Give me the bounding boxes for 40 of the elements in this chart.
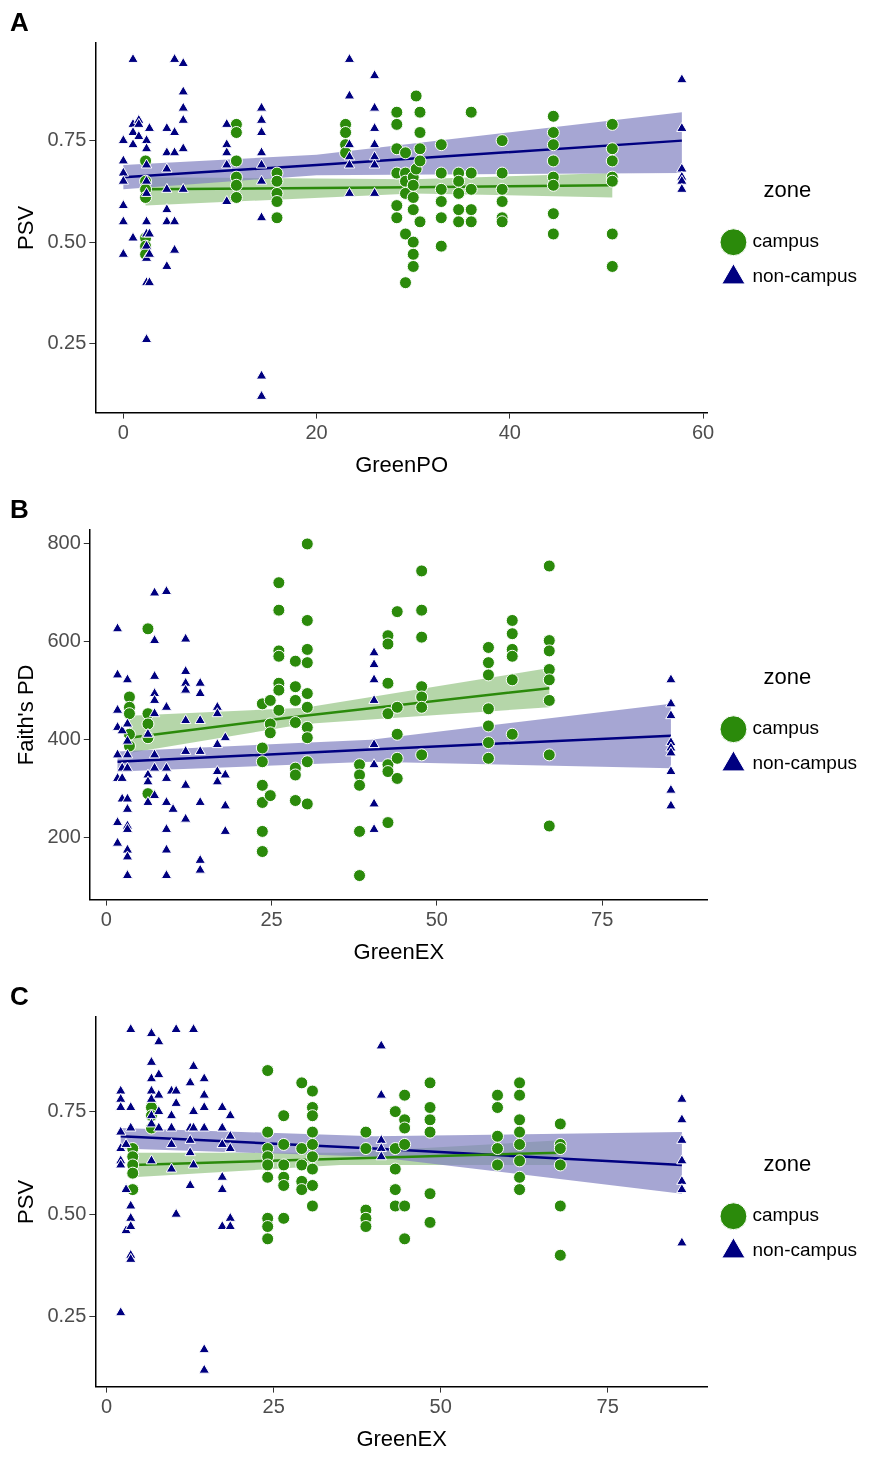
x-tick-label: 20 (305, 421, 328, 444)
x-tick-label: 75 (591, 908, 614, 931)
legend-title: zone (763, 1151, 812, 1177)
y-tick-label: 200 (47, 825, 81, 848)
x-tick-label: 40 (498, 421, 521, 444)
x-tick-label: 0 (117, 421, 129, 444)
y-tick-label: 0.25 (47, 331, 87, 354)
y-tick-label: 0.50 (47, 229, 87, 252)
y-tick-label: 0.75 (47, 128, 87, 151)
chart-title: C (10, 980, 29, 1011)
chart-title: B (10, 493, 29, 524)
y-tick-label: 800 (47, 530, 81, 553)
y-axis-title: PSV (13, 205, 39, 250)
x-tick-label: 0 (101, 1395, 113, 1418)
x-axis-title: GreenEX (356, 1425, 448, 1451)
x-tick-label: 25 (262, 1395, 285, 1418)
legend-label: non-campus (752, 752, 858, 774)
legend-label: campus (752, 1204, 819, 1226)
y-axis-title: Faith's PD (13, 664, 39, 766)
y-tick-label: 0.25 (47, 1304, 87, 1327)
legend-label: non-campus (752, 1239, 858, 1261)
chart-title: A (10, 6, 29, 37)
legend-title: zone (763, 177, 812, 203)
y-tick-label: 0.50 (47, 1201, 87, 1224)
x-axis-title: GreenPO (355, 451, 449, 477)
x-tick-label: 75 (596, 1395, 619, 1418)
x-tick-label: 60 (691, 421, 715, 444)
y-tick-label: 600 (47, 629, 81, 652)
x-tick-label: 0 (100, 908, 112, 931)
x-tick-label: 50 (425, 908, 448, 931)
legend-title: zone (763, 664, 812, 690)
y-axis-title: PSV (13, 1179, 39, 1224)
y-tick-label: 400 (47, 727, 81, 750)
legend-label: campus (752, 230, 819, 252)
y-tick-label: 0.75 (47, 1099, 87, 1122)
x-tick-label: 50 (429, 1395, 452, 1418)
legend-label: campus (752, 717, 819, 739)
legend-label: non-campus (752, 265, 858, 287)
x-axis-title: GreenEX (353, 938, 445, 964)
x-tick-label: 25 (260, 908, 283, 931)
